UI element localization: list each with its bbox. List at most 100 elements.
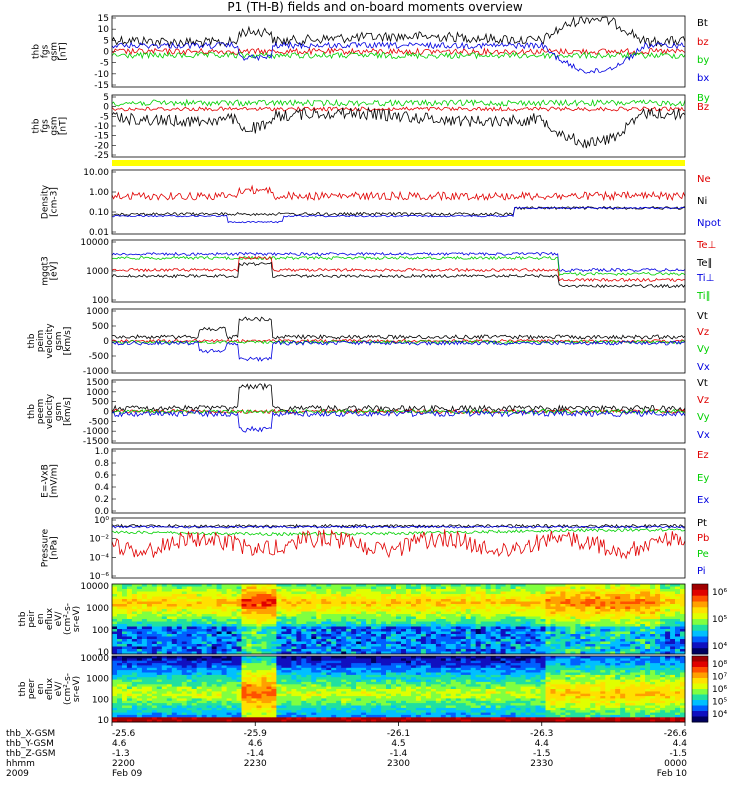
spectrogram-cell bbox=[366, 656, 372, 659]
spectrogram-cell bbox=[680, 626, 686, 630]
spectrogram-cell bbox=[176, 656, 183, 659]
spectrogram-cell bbox=[306, 717, 312, 721]
spectrogram-cell bbox=[331, 705, 337, 709]
spectrogram-cell bbox=[321, 626, 327, 630]
spectrogram-cell bbox=[515, 634, 522, 637]
spectrogram-cell bbox=[575, 641, 581, 645]
spectrogram-cell bbox=[625, 651, 631, 655]
spectrogram-cell bbox=[396, 621, 402, 625]
spectrogram-cell bbox=[430, 604, 437, 607]
spectrogram-cell bbox=[560, 629, 566, 632]
spectrogram-cell bbox=[161, 681, 168, 685]
spectrogram-cell bbox=[186, 639, 193, 642]
spectrogram-cell bbox=[181, 591, 188, 595]
spectrogram-cell bbox=[530, 636, 536, 640]
spectrogram-cell bbox=[381, 619, 387, 622]
ytick-label: 0.8 bbox=[95, 459, 110, 469]
spectrogram-cell bbox=[615, 616, 621, 620]
spectrogram-cell bbox=[480, 591, 487, 595]
spectrogram-cell bbox=[595, 594, 601, 597]
spectrogram-cell bbox=[565, 591, 571, 595]
spectrogram-cell bbox=[196, 606, 203, 610]
spectrogram-cell bbox=[366, 634, 372, 637]
spectrogram-cell bbox=[161, 631, 168, 635]
spectrogram-cell bbox=[296, 596, 302, 600]
spectrogram-cell bbox=[470, 621, 477, 625]
spectrogram-cell bbox=[171, 626, 178, 630]
spectrogram-cell bbox=[435, 609, 442, 612]
spectrogram-cell bbox=[181, 634, 188, 637]
spectrogram-cell bbox=[560, 606, 566, 610]
spectrogram-cell bbox=[565, 594, 571, 597]
spectrogram-cell bbox=[520, 601, 527, 605]
spectrogram-cell bbox=[351, 649, 357, 652]
spectrogram-cell bbox=[251, 646, 257, 650]
spectrogram-cell bbox=[490, 591, 497, 595]
spectrogram-cell bbox=[660, 626, 666, 630]
spectrogram-cell bbox=[391, 636, 397, 640]
spectrogram-cell bbox=[371, 663, 377, 666]
spectrogram-cell bbox=[186, 621, 193, 625]
spectrogram-cell bbox=[266, 700, 272, 704]
spectrogram-cell bbox=[480, 614, 487, 617]
spectrogram-cell bbox=[246, 646, 252, 650]
spectrogram-cell bbox=[181, 693, 188, 697]
spectrogram-cell bbox=[181, 674, 188, 678]
spectrogram-cell bbox=[396, 601, 402, 605]
spectrogram-cell bbox=[475, 609, 482, 612]
spectrogram-cell bbox=[620, 626, 626, 630]
spectrogram-cell bbox=[665, 644, 671, 647]
spectrogram-cell bbox=[580, 599, 586, 602]
spectrogram-cell bbox=[570, 651, 576, 655]
spectrogram-cell bbox=[266, 660, 272, 664]
spectrogram-cell bbox=[331, 689, 337, 692]
spectrogram-cell bbox=[655, 624, 661, 627]
spectrogram-cell bbox=[301, 629, 307, 632]
spectrogram-cell bbox=[131, 691, 138, 695]
spectrogram-cell bbox=[391, 609, 397, 612]
spectrogram-cell bbox=[181, 646, 188, 650]
spectrogram-cell bbox=[376, 589, 382, 592]
spectrogram-cell bbox=[276, 584, 282, 587]
spectrogram-cell bbox=[560, 636, 566, 640]
spectrogram-cell bbox=[321, 700, 327, 704]
spectrogram-cell bbox=[306, 705, 312, 709]
spectrogram-cell bbox=[271, 710, 277, 714]
spectrogram-cell bbox=[256, 719, 262, 723]
spectrogram-cell bbox=[221, 641, 228, 645]
spectrogram-cell bbox=[186, 651, 193, 655]
spectrogram-cell bbox=[425, 596, 432, 600]
spectrogram-cell bbox=[660, 606, 666, 610]
spectrogram-cell bbox=[615, 621, 621, 625]
spectrogram-cell bbox=[276, 656, 282, 659]
spectrogram-cell bbox=[490, 641, 497, 645]
spectrogram-cell bbox=[595, 624, 601, 627]
spectrogram-cell bbox=[151, 606, 158, 610]
spectrogram-cell bbox=[276, 589, 282, 592]
spectrogram-cell bbox=[590, 644, 596, 647]
spectrogram-cell bbox=[640, 601, 646, 605]
spectrogram-cell bbox=[366, 621, 372, 625]
spectrogram-cell bbox=[535, 619, 541, 622]
spectrogram-cell bbox=[161, 684, 168, 688]
spectrogram-cell bbox=[286, 719, 292, 723]
spectrogram-cell bbox=[251, 611, 257, 615]
spectrogram-cell bbox=[675, 584, 681, 587]
spectrogram-cell bbox=[186, 679, 193, 683]
spectrogram-cell bbox=[560, 634, 566, 637]
spectrogram-cell bbox=[341, 604, 347, 607]
spectrogram-cell bbox=[425, 651, 432, 655]
spectrogram-cell bbox=[401, 641, 407, 645]
spectrogram-cell bbox=[510, 596, 517, 600]
spectrogram-cell bbox=[306, 674, 312, 678]
spectrogram-cell bbox=[615, 624, 621, 627]
spectrogram-cell bbox=[122, 707, 128, 711]
spectrogram-cell bbox=[645, 641, 651, 645]
spectrogram-cell bbox=[146, 586, 153, 590]
spectrogram-cell bbox=[241, 591, 247, 595]
spectrogram-cell bbox=[391, 604, 397, 607]
spectrogram-cell bbox=[615, 646, 621, 650]
spectrogram-cell bbox=[191, 681, 198, 685]
spectrogram-cell bbox=[635, 609, 641, 612]
spectrogram-cell bbox=[276, 686, 282, 690]
